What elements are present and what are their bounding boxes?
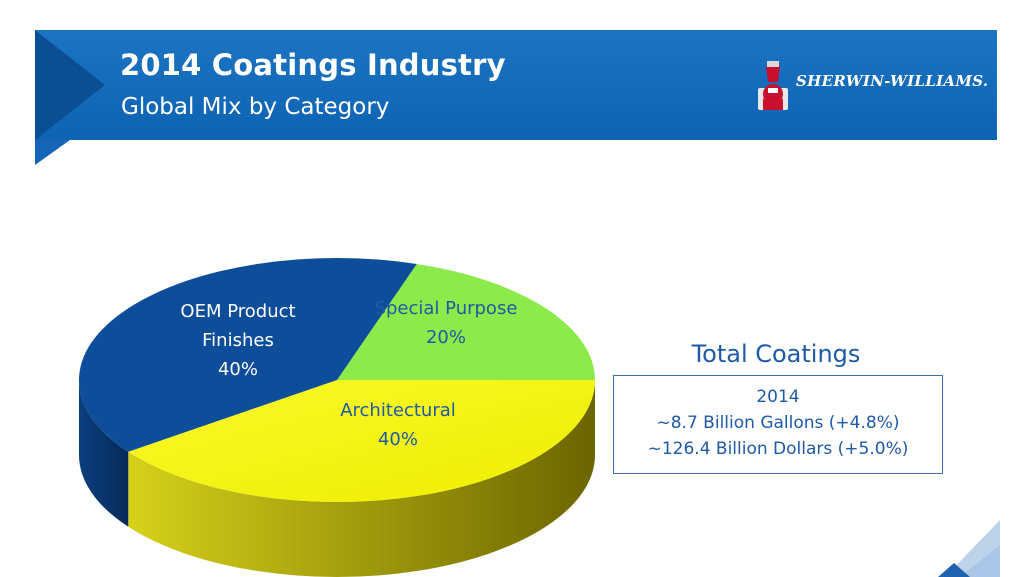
oem-product-finishes-side <box>79 380 129 527</box>
architectural-label: Architectural <box>340 400 456 421</box>
architectural-slice <box>128 380 595 502</box>
total-coatings-title: Total Coatings <box>691 340 861 368</box>
total-dollars: ~126.4 Billion Dollars (+5.0%) <box>647 439 909 459</box>
cover-the-earth-logo-icon <box>758 61 788 110</box>
special-purpose-slice <box>337 263 595 380</box>
page-subtitle: Global Mix by Category <box>121 94 390 120</box>
architectural-label: 40% <box>378 429 418 450</box>
oem-product-finishes-label: 40% <box>218 359 258 380</box>
header-arrow-decoration <box>35 30 105 140</box>
total-coatings-box: 2014 ~8.7 Billion Gallons (+4.8%) ~126.4… <box>613 375 943 474</box>
oem-product-finishes-label: OEM Product <box>180 301 295 322</box>
page-title: 2014 Coatings Industry <box>120 48 506 82</box>
special-purpose-label: Special Purpose <box>375 298 518 319</box>
total-year: 2014 <box>756 387 800 407</box>
sherwin-williams-logo: SHERWIN-WILLIAMS. <box>754 58 988 113</box>
header-tail-decoration <box>35 140 70 165</box>
oem-product-finishes-label: Finishes <box>202 330 274 351</box>
oem-product-finishes-slice <box>79 258 417 452</box>
total-gallons: ~8.7 Billion Gallons (+4.8%) <box>656 413 900 433</box>
architectural-side <box>128 380 595 577</box>
logo-wordmark: SHERWIN-WILLIAMS. <box>796 72 989 90</box>
header-banner <box>35 30 997 140</box>
special-purpose-label: 20% <box>426 327 466 348</box>
